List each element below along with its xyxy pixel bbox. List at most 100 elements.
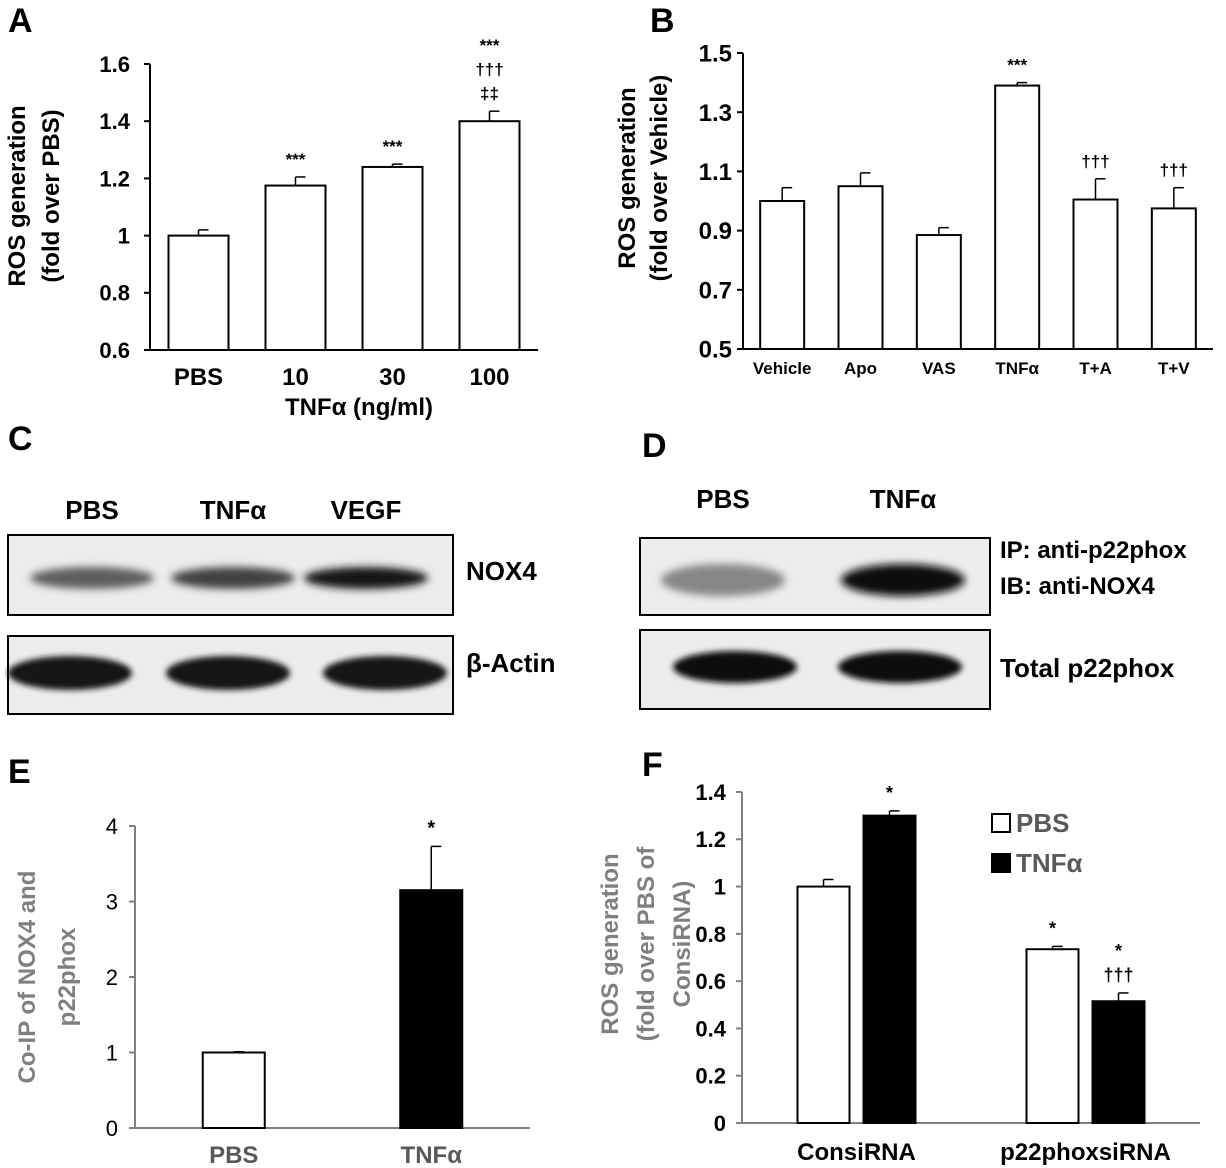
significance-marker: ††† [1160, 161, 1188, 180]
y-axis-label: p22phox [54, 927, 81, 1026]
bar [1091, 1000, 1146, 1124]
significance-marker: * [1115, 941, 1122, 961]
blot-c-lane-label: PBS [65, 495, 118, 525]
y-tick-label: 1 [118, 224, 130, 249]
x-category-label: 10 [282, 364, 309, 391]
blot-c-lane-label: TNFα [200, 495, 267, 525]
x-category-label: T+A [1079, 359, 1112, 378]
y-tick-label: 0.9 [699, 218, 732, 245]
bar [264, 184, 327, 351]
blot-d-lane-label: TNFα [870, 484, 937, 514]
legend-label: TNFα [1016, 848, 1083, 878]
y-tick-label: 1.2 [695, 827, 726, 852]
panel-letter-d: D [642, 427, 667, 465]
chart-panel-f: 0 0.2 0.4 0.6 0.8 1 1.2 1.4 ROS generation (fold … [597, 780, 1200, 1166]
actin-band-row [8, 656, 447, 690]
significance-marker: *** [286, 150, 306, 169]
bar [862, 814, 917, 1125]
bar [1025, 948, 1080, 1124]
significance-marker: * [1049, 918, 1056, 938]
panel-letter-a: A [8, 2, 33, 40]
x-category-label: PBS [174, 364, 223, 391]
nox4-band-row [30, 567, 428, 589]
y-tick-label: 0.5 [699, 337, 732, 364]
y-tick-label: 0.2 [695, 1064, 726, 1089]
bar [1150, 207, 1197, 350]
blot-band [304, 567, 428, 589]
coip-band-row [661, 564, 965, 596]
panel-letter-b: B [650, 2, 675, 40]
y-tick-label: 0.6 [695, 969, 726, 994]
significance-marker: ††† [1103, 965, 1133, 985]
p22phox-band-label: Total p22phox [1000, 653, 1175, 683]
x-category-label: 100 [469, 364, 509, 391]
x-category-label: TNFα [401, 1142, 463, 1168]
chart-panel-e: 0 1 2 3 4 Co-IP of NOX4 and p22phox PBS * TNFα [14, 814, 530, 1168]
x-category-label: p22phoxsiRNA [1000, 1139, 1171, 1166]
y-axis-label: (fold over PBS of [633, 846, 660, 1042]
x-category-label: Vehicle [753, 359, 812, 378]
y-tick-label: 1.4 [99, 109, 130, 134]
bar [1072, 198, 1119, 350]
actin-band-label: β-Actin [466, 648, 556, 678]
significance-marker: * [427, 817, 435, 839]
significance-marker: ‡‡ [480, 84, 499, 103]
x-axis-label: TNFα (ng/ml) [285, 394, 433, 421]
y-axis-label: ROS generation [597, 853, 624, 1034]
y-tick-label: 1.2 [99, 166, 130, 191]
x-category-label: T+V [1158, 359, 1190, 378]
y-tick-label: 1 [714, 874, 726, 899]
blot-band [8, 656, 132, 690]
bar [915, 234, 962, 350]
blot-band [30, 567, 154, 589]
legend-swatch [991, 813, 1011, 833]
y-tick-label: 1.4 [695, 780, 726, 805]
y-tick-label: 0 [106, 1116, 118, 1141]
panel-letter-e: E [8, 753, 31, 791]
blot-c-lane-label: VEGF [331, 495, 402, 525]
legend-swatch [991, 853, 1011, 873]
western-blot-c: PBS TNFα VEGF NOX4 β-Actin [7, 495, 556, 715]
significance-marker: * [886, 783, 893, 803]
y-axis-label: ROS generation [614, 87, 641, 268]
y-tick-label: 0.8 [99, 281, 130, 306]
blot-band [841, 564, 965, 596]
y-tick-label: 0 [714, 1111, 726, 1136]
y-tick-label: 1 [106, 1040, 118, 1065]
blot-band [171, 567, 295, 589]
bar [361, 165, 424, 351]
panel-letter-c: C [8, 420, 33, 458]
panel-letter-f: F [642, 746, 663, 784]
y-axis-label: (fold over Vehicle) [646, 75, 673, 282]
significance-marker: *** [383, 137, 403, 156]
bar [796, 885, 851, 1124]
legend-label: PBS [1016, 808, 1069, 838]
y-axis-label: (fold over PBS) [38, 109, 65, 282]
significance-marker: ††† [475, 60, 503, 79]
significance-marker: ††† [1081, 152, 1109, 171]
bar [201, 1051, 266, 1129]
x-category-label: Apo [844, 359, 877, 378]
x-category-label: ConsiRNA [797, 1139, 916, 1166]
blot-band [838, 651, 962, 683]
y-tick-label: 1.1 [699, 159, 732, 186]
y-tick-label: 1.5 [699, 41, 732, 68]
blot-band [673, 651, 797, 683]
bar [167, 234, 230, 352]
bar [837, 185, 884, 350]
bar [759, 200, 806, 350]
nox4-band-label: NOX4 [466, 556, 537, 586]
y-tick-label: 3 [106, 889, 118, 914]
y-axis-label: ConsiRNA) [669, 881, 696, 1008]
coip-band-label-line2: IB: anti-NOX4 [1000, 573, 1155, 600]
blot-band [661, 564, 785, 596]
blot-band [323, 656, 447, 690]
bar [399, 889, 464, 1129]
bar [458, 120, 521, 351]
chart-panel-b: 0.5 0.7 0.9 1.1 1.3 1.5 ROS generation (fold ov… [614, 41, 1213, 378]
blot-band [166, 656, 290, 690]
y-tick-label: 0.8 [695, 922, 726, 947]
y-tick-label: 1.3 [699, 100, 732, 127]
y-tick-label: 4 [106, 814, 118, 839]
